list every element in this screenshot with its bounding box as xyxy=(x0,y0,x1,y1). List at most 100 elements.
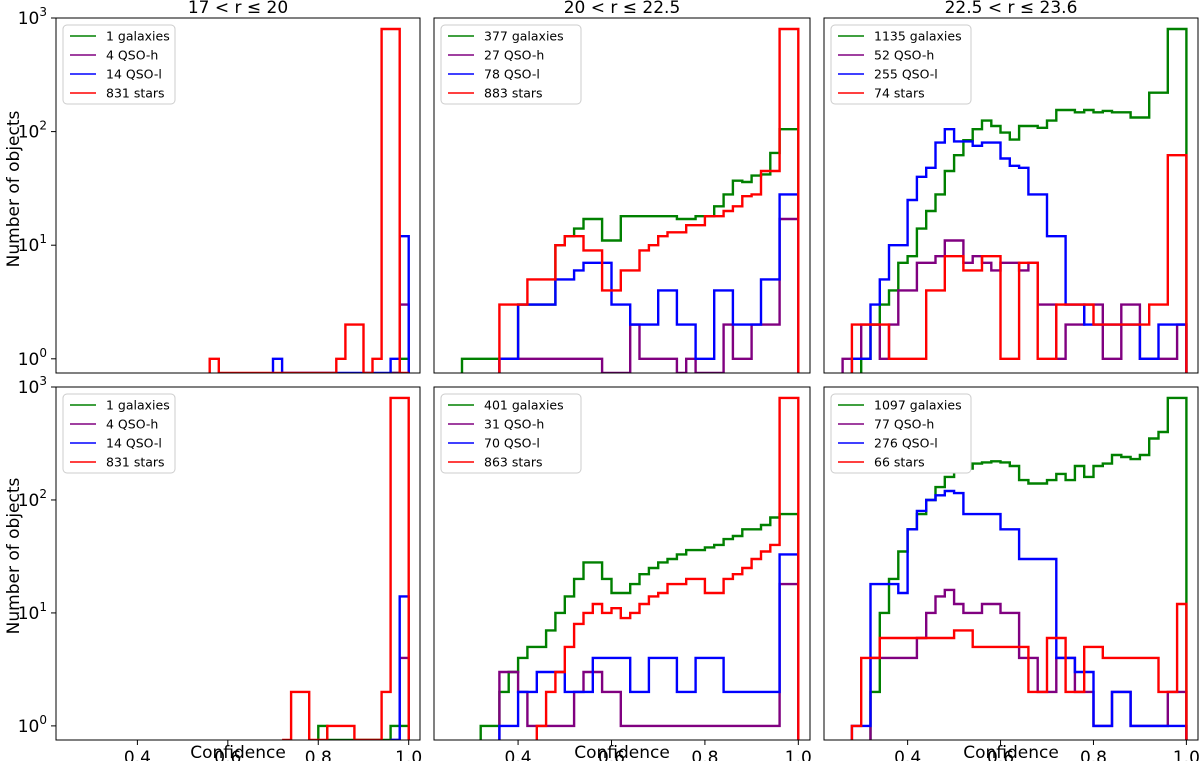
x-tick-label: 0.6 xyxy=(598,748,625,761)
x-tick-label: 0.8 xyxy=(1080,748,1107,761)
series-group xyxy=(841,27,1188,373)
x-tick-label: 1.0 xyxy=(395,748,422,761)
legend: 1097 galaxies 77 QSO-h 276 QSO-l 66 stars xyxy=(830,393,972,474)
legend-entry: 4 QSO-h xyxy=(106,48,158,63)
y-tick-label: 101 xyxy=(18,232,47,256)
y-tick-label: 101 xyxy=(18,600,47,624)
series-stars-line xyxy=(208,27,409,373)
series-stars-line xyxy=(850,602,1188,740)
legend-entry: 70 QSO-l xyxy=(484,436,540,451)
y-tick-label: 100 xyxy=(18,713,47,737)
y-tick-label: 102 xyxy=(18,487,47,511)
x-tick-label: 0.8 xyxy=(691,748,718,761)
legend-entry: 1097 galaxies xyxy=(874,398,962,413)
legend-entry: 4 QSO-h xyxy=(106,417,158,432)
legend-box xyxy=(62,24,176,105)
panel-6: 0.4 0.6 0.8 1.0 Confidence 1097 galaxies 77 QS… xyxy=(823,386,1200,761)
legend-entry: 831 stars xyxy=(106,86,165,101)
x-tick-label: 0.8 xyxy=(305,748,332,761)
legend-entry: 74 stars xyxy=(874,86,925,101)
legend-box xyxy=(830,393,972,474)
legend-entry: 66 stars xyxy=(874,455,925,470)
legend-box xyxy=(830,24,972,105)
x-axis-label: Confidence xyxy=(574,743,670,761)
legend-entry: 78 QSO-l xyxy=(484,67,540,82)
panel-1: 100 101 102 103 17 < r ≤ 20 1 galaxies 4 QSO-h… xyxy=(18,0,421,374)
axes-frame xyxy=(823,17,1199,374)
series-qso-l-line xyxy=(498,553,800,740)
axes-frame xyxy=(55,17,421,374)
series-qso-h-line xyxy=(498,582,800,740)
y-tick-label: 100 xyxy=(18,346,47,370)
axes-frame xyxy=(55,386,421,741)
legend-entry: 863 stars xyxy=(484,455,543,470)
series-stars-line xyxy=(282,396,410,740)
legend-entry: 27 QSO-h xyxy=(484,48,544,63)
panel-title: 17 < r ≤ 20 xyxy=(188,0,288,18)
series-qso-h-line xyxy=(841,239,1188,373)
x-tick-label: 0.4 xyxy=(124,748,151,761)
legend-entry: 1135 galaxies xyxy=(874,29,962,44)
series-qso-l-line xyxy=(271,235,410,373)
legend: 401 galaxies 31 QSO-h 70 QSO-l 863 stars xyxy=(440,393,582,474)
panel-3: 22.5 < r ≤ 23.6 1135 galaxies 52 QSO-h 255 … xyxy=(823,0,1199,374)
panel-title: 20 < r ≤ 22.5 xyxy=(564,0,681,18)
axes-frame xyxy=(823,386,1199,741)
series-group xyxy=(282,396,410,740)
legend-entry: 52 QSO-h xyxy=(874,48,934,63)
legend: 1 galaxies 4 QSO-h 14 QSO-l 831 stars xyxy=(62,24,176,105)
series-group xyxy=(479,396,800,740)
legend: 1135 galaxies 52 QSO-h 255 QSO-l 74 stars xyxy=(830,24,972,105)
legend-entry: 14 QSO-l xyxy=(106,436,162,451)
legend: 1 galaxies 4 QSO-h 14 QSO-l 831 stars xyxy=(62,393,176,474)
legend-entry: 255 QSO-l xyxy=(874,67,938,82)
legend-entry: 883 stars xyxy=(484,86,543,101)
y-tick-label: 103 xyxy=(18,5,47,29)
panel-5: 0.4 0.6 0.8 1.0 Confidence 401 galaxies 31 QSO… xyxy=(433,386,812,761)
series-galaxies-line xyxy=(860,27,1188,373)
x-tick-label: 0.6 xyxy=(214,748,241,761)
series-stars-line xyxy=(498,27,800,373)
legend-entry: 276 QSO-l xyxy=(874,436,938,451)
axes-frame xyxy=(433,386,811,741)
legend-box xyxy=(440,24,582,105)
legend-entry: 401 galaxies xyxy=(484,398,564,413)
series-stars-line xyxy=(535,396,800,740)
y-tick-label: 103 xyxy=(18,374,47,398)
y-axis-label-bottom: Number of objects xyxy=(4,477,24,634)
series-group xyxy=(850,396,1188,740)
series-group xyxy=(208,27,410,373)
panel-title: 22.5 < r ≤ 23.6 xyxy=(945,0,1078,18)
series-galaxies-line xyxy=(869,396,1188,740)
x-tick-label: 0.6 xyxy=(987,748,1014,761)
series-stars-line xyxy=(850,154,1188,373)
legend-entry: 14 QSO-l xyxy=(106,67,162,82)
legend-entry: 1 galaxies xyxy=(106,398,170,413)
legend-box xyxy=(440,393,582,474)
panel-4: 100 101 102 103 0.4 0.6 0.8 1.0 Confidence 1 gala… xyxy=(18,374,423,761)
x-tick-label: 0.4 xyxy=(505,748,532,761)
legend-entry: 831 stars xyxy=(106,455,165,470)
series-qso-l-line xyxy=(390,595,410,740)
x-axis-label: Confidence xyxy=(190,743,286,761)
x-tick-label: 0.4 xyxy=(894,748,921,761)
series-group xyxy=(460,27,800,373)
x-axis-label: Confidence xyxy=(963,743,1059,761)
axes-frame xyxy=(433,17,811,374)
series-galaxies-line xyxy=(317,724,410,740)
series-galaxies-line xyxy=(479,512,800,740)
x-tick-label: 1.0 xyxy=(1173,748,1200,761)
legend-entry: 77 QSO-h xyxy=(874,417,934,432)
series-qso-l-line xyxy=(850,489,1188,740)
series-qso-h-line xyxy=(498,217,800,373)
x-tick-label: 1.0 xyxy=(785,748,812,761)
legend-entry: 1 galaxies xyxy=(106,29,170,44)
y-axis-label-top: Number of objects xyxy=(4,110,24,267)
series-qso-l-line xyxy=(498,193,800,373)
legend-box xyxy=(62,393,176,474)
y-tick-label: 102 xyxy=(18,119,47,143)
legend-entry: 31 QSO-h xyxy=(484,417,544,432)
legend: 377 galaxies 27 QSO-h 78 QSO-l 883 stars xyxy=(440,24,582,105)
